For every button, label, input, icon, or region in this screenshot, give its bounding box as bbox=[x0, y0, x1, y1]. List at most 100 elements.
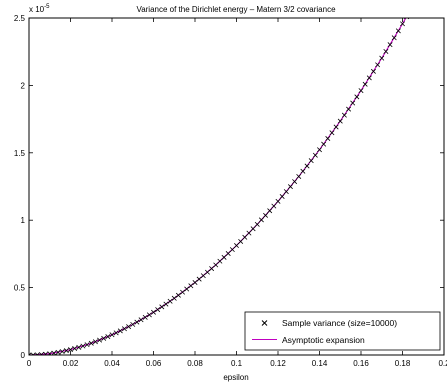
legend-label-sample-variance: Sample variance (size=10000) bbox=[282, 318, 397, 328]
x-tick-label: 0.1 bbox=[231, 359, 243, 368]
y-tick-label: 0.5 bbox=[14, 284, 26, 293]
sample-variance-point bbox=[333, 124, 339, 130]
sample-variance-point bbox=[317, 147, 322, 153]
sample-variance-point bbox=[101, 335, 107, 341]
sample-variance-point bbox=[192, 280, 198, 285]
sample-variance-point bbox=[43, 351, 49, 355]
sample-variance-point bbox=[346, 106, 352, 112]
x-tick-label: 0.18 bbox=[395, 359, 411, 368]
sample-variance-point bbox=[279, 194, 285, 199]
sample-variance-point bbox=[379, 55, 385, 61]
sample-variance-point bbox=[59, 349, 65, 355]
sample-variance-point bbox=[188, 283, 194, 289]
sample-variance-point bbox=[76, 344, 82, 350]
sample-variance-point bbox=[167, 298, 173, 304]
sample-variance-point bbox=[366, 75, 372, 81]
svg-text:x 10-5: x 10-5 bbox=[29, 4, 50, 14]
sample-variance-point bbox=[175, 292, 181, 298]
y-tick-label: 1 bbox=[21, 216, 26, 225]
y-tick-label: 2.5 bbox=[14, 14, 26, 23]
sample-variance-point bbox=[387, 42, 393, 48]
sample-variance-point bbox=[126, 324, 132, 330]
sample-variance-point bbox=[337, 118, 343, 124]
sample-variance-point bbox=[68, 347, 73, 353]
x-tick-label: 0.04 bbox=[104, 359, 120, 368]
series-line-asymptotic-expansion bbox=[29, 18, 407, 355]
x-tick-label: 0.08 bbox=[187, 359, 203, 368]
x-tick-label: 0.16 bbox=[353, 359, 369, 368]
sample-variance-point bbox=[88, 340, 94, 346]
plot-series-group bbox=[29, 0, 417, 355]
sample-variance-point bbox=[283, 189, 289, 195]
sample-variance-point bbox=[350, 100, 356, 106]
sample-variance-point bbox=[213, 262, 219, 268]
x-tick-label: 0.12 bbox=[270, 359, 286, 368]
sample-variance-point bbox=[209, 266, 215, 272]
sample-variance-point bbox=[200, 273, 206, 279]
sample-variance-point bbox=[292, 179, 298, 185]
sample-variance-point bbox=[296, 173, 302, 179]
sample-variance-point bbox=[258, 217, 264, 223]
legend-item-asymptotic-expansion: Asymptotic expansion bbox=[252, 335, 365, 345]
sample-variance-point bbox=[130, 321, 136, 327]
sample-variance-point bbox=[325, 136, 331, 141]
sample-variance-point bbox=[159, 304, 165, 310]
sample-variance-point bbox=[151, 309, 156, 315]
sample-variance-point bbox=[275, 198, 281, 204]
sample-variance-point bbox=[263, 212, 269, 218]
sample-variance-point bbox=[184, 286, 190, 292]
sample-variance-point bbox=[146, 312, 152, 318]
legend: Sample variance (size=10000) Asymptotic … bbox=[244, 311, 441, 351]
legend-label-asymptotic-expansion: Asymptotic expansion bbox=[282, 335, 365, 345]
sample-variance-point bbox=[117, 328, 123, 334]
sample-variance-point bbox=[80, 343, 86, 349]
sample-variance-point bbox=[383, 48, 389, 54]
sample-variance-point bbox=[375, 62, 381, 68]
sample-variance-point bbox=[180, 289, 186, 295]
x-tick-label: 0.02 bbox=[63, 359, 79, 368]
sample-variance-point bbox=[105, 334, 111, 340]
sample-variance-point bbox=[246, 230, 252, 236]
y-tick-label: 2 bbox=[21, 81, 26, 90]
x-tick-label: 0.2 bbox=[438, 359, 447, 368]
sample-variance-point bbox=[171, 295, 177, 301]
sample-variance-point bbox=[113, 330, 119, 336]
sample-variance-point bbox=[229, 247, 235, 253]
sample-variance-point bbox=[138, 317, 144, 323]
sample-variance-point bbox=[300, 168, 306, 174]
sample-variance-point bbox=[47, 351, 53, 355]
sample-variance-point bbox=[238, 238, 244, 244]
sample-variance-point bbox=[413, 0, 417, 4]
x-tick-label: 0.06 bbox=[146, 359, 162, 368]
sample-variance-point bbox=[391, 35, 397, 41]
sample-variance-point bbox=[321, 141, 327, 147]
sample-variance-point bbox=[72, 346, 78, 352]
legend-item-sample-variance: Sample variance (size=10000) bbox=[261, 318, 397, 328]
sample-variance-point bbox=[97, 337, 103, 343]
sample-variance-point bbox=[250, 226, 256, 232]
legend-marker-x bbox=[261, 320, 268, 326]
y-exponent-base: x 10 bbox=[29, 5, 45, 14]
sample-variance-point bbox=[142, 314, 148, 320]
y-exponent-label: x 10-5 bbox=[29, 4, 50, 14]
legend-box bbox=[244, 311, 441, 351]
sample-variance-point bbox=[400, 21, 405, 27]
sample-variance-point bbox=[204, 269, 210, 275]
x-axis-label: epsilon bbox=[223, 373, 248, 382]
sample-variance-point bbox=[312, 152, 318, 158]
sample-variance-point bbox=[287, 184, 293, 190]
sample-variance-point bbox=[63, 348, 69, 354]
sample-variance-point bbox=[341, 112, 347, 118]
sample-variance-point bbox=[196, 276, 202, 282]
y-tick-label: 0 bbox=[21, 351, 26, 360]
sample-variance-point bbox=[329, 130, 335, 136]
sample-variance-point bbox=[84, 342, 90, 348]
sample-variance-point bbox=[225, 251, 231, 257]
sample-variance-point bbox=[121, 326, 127, 332]
sample-variance-point bbox=[234, 243, 239, 249]
sample-variance-point bbox=[354, 94, 360, 100]
sample-variance-point bbox=[395, 28, 401, 34]
x-tick-label: 0.14 bbox=[312, 359, 328, 368]
x-tick-label: 0 bbox=[27, 359, 32, 368]
